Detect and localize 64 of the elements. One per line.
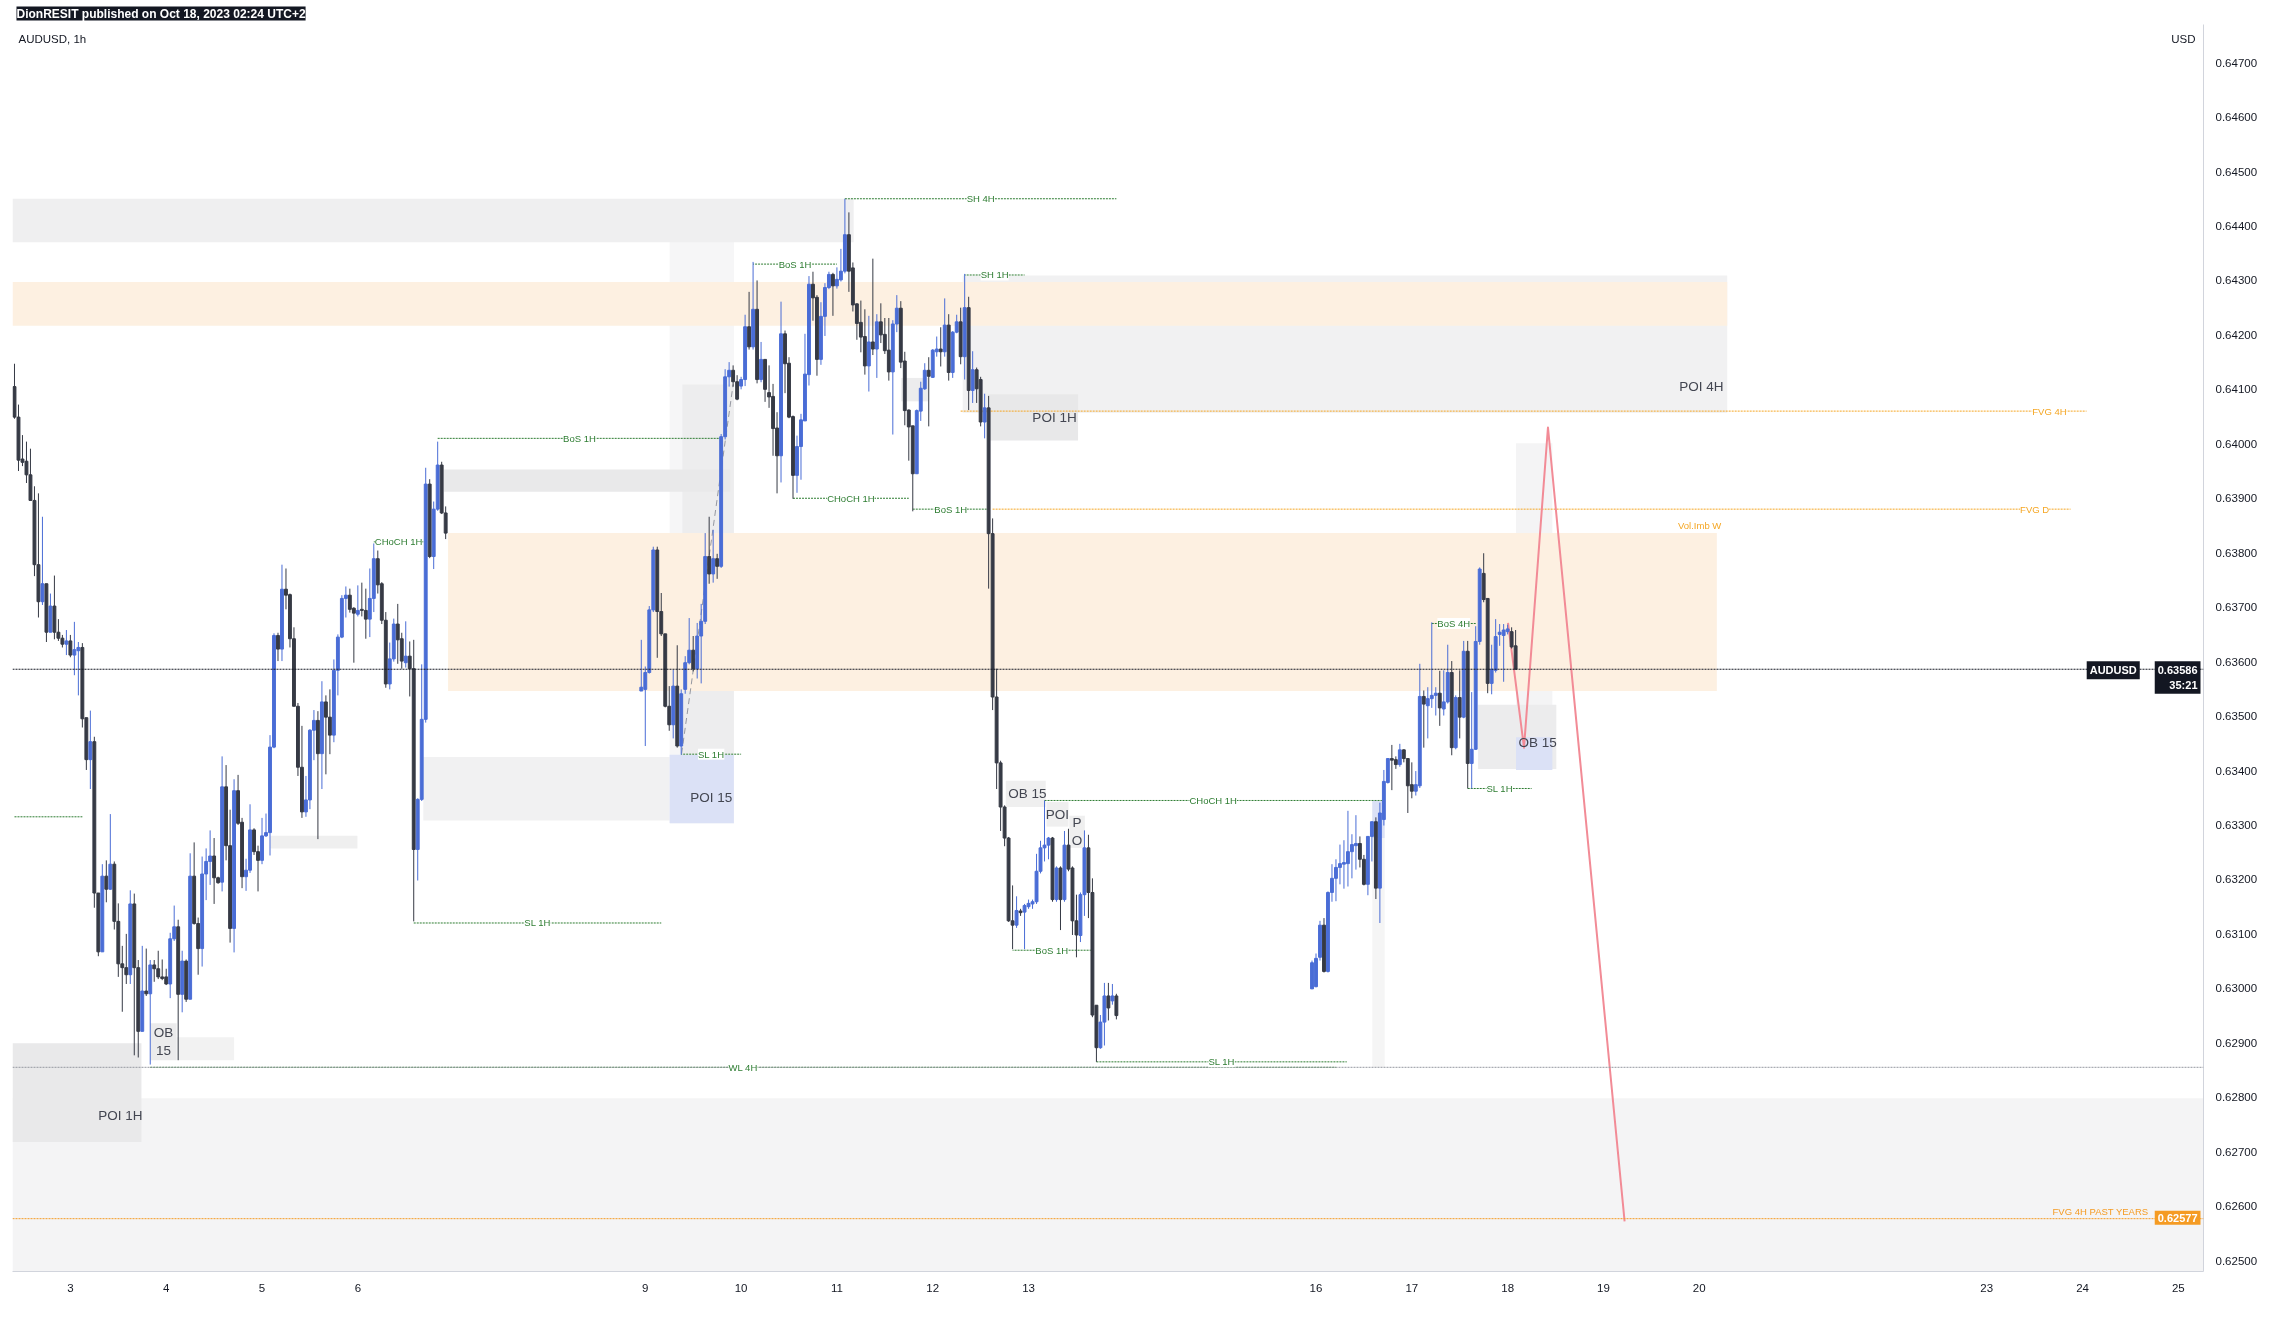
y-axis-title: USD <box>2171 32 2196 45</box>
annotation: POI 1H <box>98 1108 143 1124</box>
text: AUDUSD, 1h <box>18 32 87 45</box>
annotation: SL 1H <box>1486 782 1513 794</box>
annotation: CHoCH 1H <box>1189 794 1238 806</box>
annotation: POI 1H <box>1032 409 1077 425</box>
annotation: FVG 4H PAST YEARS <box>2052 1205 2149 1217</box>
x-tick-label: 10 <box>734 1281 748 1294</box>
x-tick-label: 13 <box>1022 1281 1035 1294</box>
x-tick-label: 5 <box>258 1281 266 1294</box>
ref-line-label: 0.63586 35:21 <box>2157 664 2198 691</box>
annotation: OB 15 <box>153 1025 174 1059</box>
y-tick-label: 0.64700 <box>2215 56 2258 69</box>
y-tick-label: 0.62700 <box>2215 1145 2258 1158</box>
x-tick-label: 18 <box>1501 1281 1515 1294</box>
y-tick-label: 0.63600 <box>2215 655 2258 668</box>
y-tick-label: 0.64300 <box>2215 274 2258 287</box>
annotation: POI 4H <box>1679 379 1724 395</box>
ref-line-label: 0.62577 <box>2157 1211 2198 1224</box>
x-tick-label: 23 <box>1980 1281 1994 1294</box>
annotation: SL 1H <box>1208 1056 1235 1068</box>
annotation: AUDUSD <box>2089 664 2137 677</box>
x-tick-label: 4 <box>163 1281 171 1294</box>
x-tick-label: 20 <box>1692 1281 1706 1294</box>
y-tick-label: 0.62600 <box>2215 1200 2258 1213</box>
annotation: CHoCH 1H <box>827 492 875 504</box>
annotation: P O <box>1071 815 1083 849</box>
annotation: POI 15 <box>690 789 733 805</box>
x-tick-label: 19 <box>1597 1281 1610 1294</box>
x-tick-label: 11 <box>830 1281 843 1294</box>
y-tick-label: 0.62900 <box>2215 1036 2258 1049</box>
y-tick-label: 0.64100 <box>2215 383 2258 396</box>
annotation: POI <box>1045 806 1070 822</box>
y-tick-label: 0.63900 <box>2215 492 2258 505</box>
annotation: CHoCH 1H <box>374 536 423 548</box>
annotation: SH 1H <box>980 269 1009 281</box>
y-tick-label: 0.63300 <box>2215 818 2258 831</box>
y-tick-label: 0.64400 <box>2215 219 2258 232</box>
x-tick-label: 16 <box>1309 1281 1323 1294</box>
x-tick-label: 25 <box>2171 1281 2185 1294</box>
y-tick-label: 0.64500 <box>2215 165 2258 178</box>
y-tick-label: 0.63100 <box>2215 927 2258 940</box>
annotation: Vol.Imb W <box>1678 520 1722 532</box>
x-tick-label: 9 <box>642 1281 649 1294</box>
annotation: OB 15 <box>1008 786 1047 802</box>
y-tick-label: 0.63700 <box>2215 601 2258 614</box>
y-tick-label: 0.62500 <box>2215 1254 2258 1267</box>
y-tick-label: 0.63500 <box>2215 710 2258 723</box>
y-tick-label: 0.62800 <box>2215 1091 2258 1104</box>
x-tick-label: 6 <box>354 1281 362 1294</box>
text: DionRESIT published on Oct 18, 2023 02:24 UTC+2 <box>16 6 306 21</box>
y-tick-label: 0.63000 <box>2215 982 2258 995</box>
annotation: BoS 4H <box>1437 618 1471 629</box>
y-tick-label: 0.64000 <box>2215 437 2258 450</box>
x-tick-label: 3 <box>67 1281 74 1294</box>
x-tick-label: 12 <box>926 1281 940 1294</box>
y-tick-label: 0.63400 <box>2215 764 2258 777</box>
y-tick-label: 0.64600 <box>2215 111 2258 124</box>
y-tick-label: 0.63800 <box>2215 546 2258 559</box>
x-tick-label: 24 <box>2076 1281 2090 1294</box>
y-tick-label: 0.64200 <box>2215 328 2258 341</box>
y-tick-label: 0.63200 <box>2215 873 2258 886</box>
annotation: SL 1H <box>697 748 725 760</box>
x-tick-label: 17 <box>1405 1281 1419 1294</box>
